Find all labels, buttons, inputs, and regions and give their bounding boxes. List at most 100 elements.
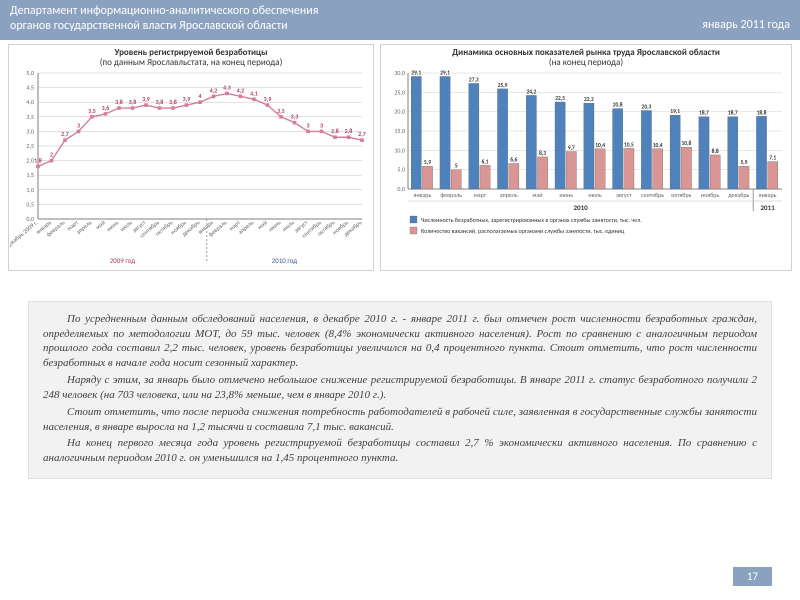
- svg-text:2,7: 2,7: [358, 130, 366, 138]
- svg-text:18,7: 18,7: [699, 110, 709, 116]
- svg-text:20,3: 20,3: [642, 104, 652, 110]
- svg-text:2010: 2010: [574, 203, 589, 212]
- svg-text:январь: январь: [413, 191, 431, 199]
- svg-text:2,8: 2,8: [345, 127, 353, 135]
- svg-text:3,5: 3,5: [26, 112, 34, 120]
- svg-text:3,9: 3,9: [183, 95, 191, 103]
- svg-text:Количество вакансий, располага: Количество вакансий, располагаемых орган…: [421, 227, 625, 235]
- svg-text:2,7: 2,7: [61, 130, 69, 138]
- svg-text:март: март: [474, 191, 487, 199]
- svg-text:29,1: 29,1: [411, 70, 421, 76]
- svg-text:июнь: июнь: [559, 191, 573, 199]
- svg-text:апрель: апрель: [74, 218, 93, 236]
- unemployment-line-chart: Уровень регистрируемой безработицы (по д…: [8, 44, 374, 271]
- body-p3: Стоит отметить, что после периода снижен…: [43, 405, 757, 435]
- svg-text:24,2: 24,2: [526, 89, 536, 95]
- svg-text:5,9: 5,9: [740, 160, 747, 166]
- svg-text:1,8: 1,8: [34, 156, 42, 164]
- page-number-badge: 17: [733, 567, 772, 586]
- labor-market-bar-chart: Динамика основных показателей рынка труд…: [380, 44, 792, 271]
- svg-text:январь: январь: [759, 191, 777, 199]
- svg-text:3,8: 3,8: [156, 98, 164, 106]
- svg-text:0,5: 0,5: [26, 200, 34, 208]
- svg-text:3,0: 3,0: [26, 127, 34, 135]
- svg-text:4,0: 4,0: [26, 98, 34, 106]
- svg-text:1,0: 1,0: [26, 185, 34, 193]
- svg-text:5,0: 5,0: [26, 69, 34, 77]
- svg-text:18,7: 18,7: [728, 110, 738, 116]
- svg-text:25,9: 25,9: [498, 83, 508, 89]
- charts-row: Уровень регистрируемой безработицы (по д…: [0, 40, 800, 273]
- svg-text:25,0: 25,0: [394, 88, 405, 96]
- svg-text:апрель: апрель: [236, 218, 255, 236]
- svg-text:июнь: июнь: [267, 218, 283, 233]
- svg-text:27,3: 27,3: [469, 77, 479, 83]
- svg-text:10,8: 10,8: [682, 141, 692, 147]
- bar-chart-title-2: (на конец периода): [386, 58, 786, 68]
- dept-line-1: Департамент информационно-аналитического…: [10, 4, 318, 19]
- svg-text:2,8: 2,8: [331, 127, 339, 135]
- svg-text:22,5: 22,5: [555, 96, 565, 102]
- svg-text:6,1: 6,1: [482, 159, 489, 165]
- svg-text:5,0: 5,0: [397, 165, 405, 173]
- svg-text:20,8: 20,8: [613, 102, 623, 108]
- svg-text:4,2: 4,2: [210, 86, 218, 94]
- svg-text:сентябрь: сентябрь: [641, 191, 664, 199]
- svg-text:4,3: 4,3: [223, 83, 231, 91]
- svg-text:9,7: 9,7: [568, 145, 575, 151]
- svg-text:июль: июль: [588, 191, 602, 199]
- line-chart-svg: 0,00,51,01,52,02,53,03,54,04,55,01,822,7…: [10, 69, 370, 269]
- report-period: январь 2011 года: [702, 18, 790, 34]
- svg-text:2009 год: 2009 год: [110, 256, 136, 265]
- svg-text:7,1: 7,1: [769, 155, 776, 161]
- svg-text:октябрь: октябрь: [671, 191, 691, 199]
- svg-text:6,6: 6,6: [510, 157, 517, 163]
- svg-text:3,8: 3,8: [115, 98, 123, 106]
- svg-text:1,5: 1,5: [26, 171, 34, 179]
- svg-text:3,5: 3,5: [88, 106, 96, 114]
- svg-text:8,3: 8,3: [539, 151, 546, 157]
- svg-text:5: 5: [455, 163, 458, 169]
- svg-text:август: август: [616, 191, 632, 199]
- svg-text:июнь: июнь: [105, 218, 121, 233]
- svg-text:декабрь: декабрь: [728, 191, 749, 199]
- svg-text:февраль: февраль: [440, 191, 462, 199]
- svg-text:15,0: 15,0: [394, 127, 405, 135]
- svg-text:2011: 2011: [761, 203, 776, 212]
- svg-text:май: май: [256, 218, 269, 231]
- svg-text:10,0: 10,0: [394, 146, 405, 154]
- svg-text:2: 2: [50, 150, 53, 158]
- svg-text:3: 3: [77, 121, 80, 129]
- svg-text:30,0: 30,0: [394, 69, 405, 77]
- svg-text:4: 4: [198, 92, 201, 100]
- svg-text:4,1: 4,1: [250, 89, 258, 97]
- svg-text:май: май: [532, 191, 542, 199]
- svg-text:22,2: 22,2: [584, 97, 594, 103]
- svg-text:Численность безработных, зарег: Численность безработных, зарегистрирован…: [421, 216, 642, 224]
- svg-text:29,1: 29,1: [440, 70, 450, 76]
- svg-text:18,8: 18,8: [757, 110, 767, 116]
- bar-chart-svg: 0,0 5,0 10,0 15,0 20,0 25,0 30,0 29,1 5,9 январь 2…: [382, 69, 788, 269]
- svg-text:3,5: 3,5: [277, 106, 285, 114]
- svg-text:10,5: 10,5: [624, 142, 634, 148]
- svg-text:20,0: 20,0: [394, 107, 405, 115]
- svg-text:3,3: 3,3: [291, 112, 299, 120]
- svg-text:3,8: 3,8: [129, 98, 137, 106]
- svg-text:ноябрь: ноябрь: [701, 191, 720, 199]
- svg-text:10,4: 10,4: [653, 142, 663, 148]
- body-p4: На конец первого месяца года уровень рег…: [43, 436, 757, 466]
- svg-text:3,8: 3,8: [169, 98, 177, 106]
- svg-text:3: 3: [306, 121, 309, 129]
- svg-text:апрель: апрель: [500, 191, 518, 199]
- svg-text:декабрь 2009 г.: декабрь 2009 г.: [10, 218, 40, 250]
- svg-text:3,6: 3,6: [102, 104, 110, 112]
- svg-text:3,9: 3,9: [142, 95, 150, 103]
- svg-text:8,8: 8,8: [712, 149, 719, 155]
- svg-text:19,1: 19,1: [670, 109, 680, 115]
- svg-text:3,9: 3,9: [264, 95, 272, 103]
- svg-text:май: май: [94, 218, 107, 231]
- dept-line-2: органов государственной власти Ярославск…: [10, 19, 318, 34]
- svg-text:4,5: 4,5: [26, 83, 34, 91]
- svg-text:0,0: 0,0: [397, 185, 405, 193]
- body-text-block: По усредненным данным обследований насел…: [28, 301, 772, 479]
